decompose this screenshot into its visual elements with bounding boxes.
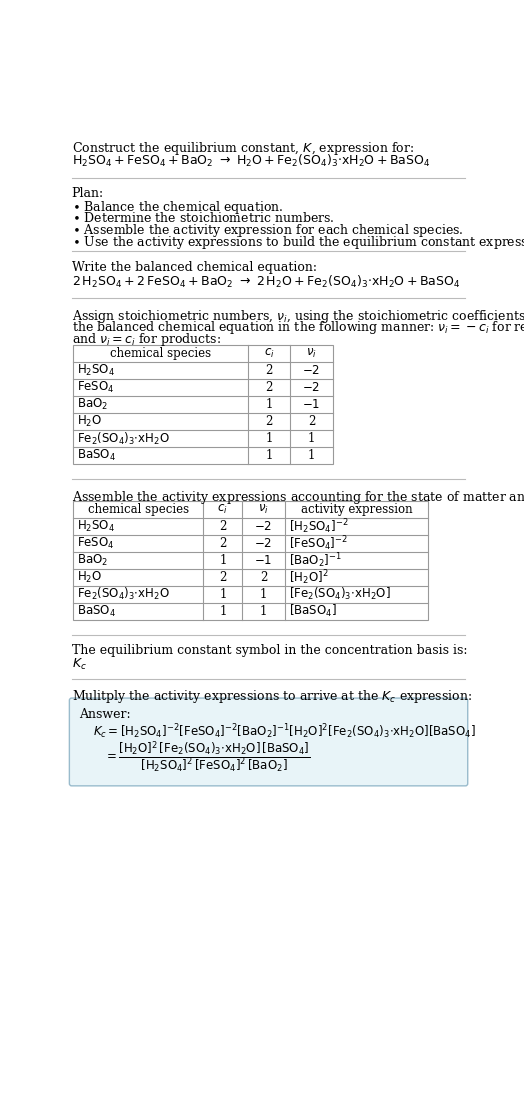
Text: Assemble the activity expressions accounting for the state of matter and $\nu_i$: Assemble the activity expressions accoun…: [72, 489, 524, 505]
Text: Mulitply the activity expressions to arrive at the $K_c$ expression:: Mulitply the activity expressions to arr…: [72, 688, 472, 705]
Text: 1: 1: [219, 554, 226, 567]
Text: $-2$: $-2$: [302, 364, 321, 378]
Text: 1: 1: [308, 449, 315, 462]
Text: $\mathrm{BaO_2}$: $\mathrm{BaO_2}$: [77, 397, 108, 412]
Text: $\mathrm{H_2SO_4 + FeSO_4 + BaO_2}$ $\rightarrow$ $\mathrm{H_2O + Fe_2(SO_4)_3{\: $\mathrm{H_2SO_4 + FeSO_4 + BaO_2}$ $\ri…: [72, 153, 430, 170]
Text: $\mathrm{H_2SO_4}$: $\mathrm{H_2SO_4}$: [77, 519, 115, 534]
Text: $-2$: $-2$: [255, 537, 272, 549]
Text: $[\mathrm{BaO_2}]^{-1}$: $[\mathrm{BaO_2}]^{-1}$: [289, 550, 342, 569]
Text: 2: 2: [265, 415, 272, 428]
Text: $[\mathrm{H_2O}]^{2}$: $[\mathrm{H_2O}]^{2}$: [289, 568, 328, 587]
Text: $\mathrm{Fe_2(SO_4)_3{\cdot}xH_2O}$: $\mathrm{Fe_2(SO_4)_3{\cdot}xH_2O}$: [77, 586, 170, 602]
Text: 2: 2: [265, 364, 272, 378]
Text: The equilibrium constant symbol in the concentration basis is:: The equilibrium constant symbol in the c…: [72, 644, 467, 657]
Text: $-2$: $-2$: [255, 520, 272, 533]
Text: Assign stoichiometric numbers, $\nu_i$, using the stoichiometric coefficients, $: Assign stoichiometric numbers, $\nu_i$, …: [72, 307, 524, 325]
Text: $[\mathrm{H_2SO_4}]^{-2}$: $[\mathrm{H_2SO_4}]^{-2}$: [289, 517, 348, 536]
Text: 1: 1: [260, 588, 267, 601]
Text: Plan:: Plan:: [72, 187, 104, 199]
Text: 1: 1: [219, 588, 226, 601]
Text: chemical species: chemical species: [88, 503, 189, 516]
Text: $[\mathrm{FeSO_4}]^{-2}$: $[\mathrm{FeSO_4}]^{-2}$: [289, 534, 348, 553]
Text: $\mathrm{H_2O}$: $\mathrm{H_2O}$: [77, 414, 102, 429]
Text: $\mathrm{FeSO_4}$: $\mathrm{FeSO_4}$: [77, 536, 115, 550]
Text: $\nu_i$: $\nu_i$: [258, 503, 269, 516]
Text: Construct the equilibrium constant, $K$, expression for:: Construct the equilibrium constant, $K$,…: [72, 140, 414, 156]
FancyBboxPatch shape: [69, 698, 468, 786]
Text: $\mathrm{BaO_2}$: $\mathrm{BaO_2}$: [77, 553, 108, 568]
Text: $\bullet$ Determine the stoichiometric numbers.: $\bullet$ Determine the stoichiometric n…: [72, 210, 334, 225]
Text: activity expression: activity expression: [301, 503, 412, 516]
Text: 2: 2: [260, 570, 267, 584]
Text: $\mathrm{BaSO_4}$: $\mathrm{BaSO_4}$: [77, 603, 116, 619]
Text: 1: 1: [308, 432, 315, 445]
Text: 2: 2: [219, 570, 226, 584]
Text: $\bullet$ Use the activity expressions to build the equilibrium constant express: $\bullet$ Use the activity expressions t…: [72, 233, 524, 251]
Text: $c_i$: $c_i$: [217, 503, 228, 516]
Text: $\bullet$ Balance the chemical equation.: $\bullet$ Balance the chemical equation.: [72, 199, 283, 216]
Text: $K_c = [\mathrm{H_2SO_4}]^{-2}[\mathrm{FeSO_4}]^{-2}[\mathrm{BaO_2}]^{-1}[\mathr: $K_c = [\mathrm{H_2SO_4}]^{-2}[\mathrm{F…: [93, 722, 476, 741]
Text: chemical species: chemical species: [110, 348, 211, 360]
Text: $-1$: $-1$: [302, 399, 321, 411]
Text: $= \dfrac{[\mathrm{H_2O}]^{2}\,[\mathrm{Fe_2(SO_4)_3{\cdot}xH_2O}]\,[\mathrm{BaS: $= \dfrac{[\mathrm{H_2O}]^{2}\,[\mathrm{…: [104, 739, 311, 775]
Text: 1: 1: [265, 399, 272, 411]
Text: $\mathrm{Fe_2(SO_4)_3{\cdot}xH_2O}$: $\mathrm{Fe_2(SO_4)_3{\cdot}xH_2O}$: [77, 430, 170, 447]
Text: $-1$: $-1$: [255, 554, 272, 567]
Text: Write the balanced chemical equation:: Write the balanced chemical equation:: [72, 261, 316, 274]
Text: $\mathrm{H_2SO_4}$: $\mathrm{H_2SO_4}$: [77, 363, 115, 379]
Text: the balanced chemical equation in the following manner: $\nu_i = -c_i$ for react: the balanced chemical equation in the fo…: [72, 319, 524, 336]
Text: $\mathrm{BaSO_4}$: $\mathrm{BaSO_4}$: [77, 448, 116, 464]
Text: and $\nu_i = c_i$ for products:: and $\nu_i = c_i$ for products:: [72, 330, 221, 348]
Text: $[\mathrm{Fe_2(SO_4)_3{\cdot}xH_2O}]$: $[\mathrm{Fe_2(SO_4)_3{\cdot}xH_2O}]$: [289, 586, 390, 602]
Text: $\mathrm{2\,H_2SO_4 + 2\,FeSO_4 + BaO_2}$ $\rightarrow$ $\mathrm{2\,H_2O + Fe_2(: $\mathrm{2\,H_2SO_4 + 2\,FeSO_4 + BaO_2}…: [72, 274, 460, 290]
Text: 2: 2: [219, 537, 226, 549]
Text: $\mathrm{FeSO_4}$: $\mathrm{FeSO_4}$: [77, 380, 115, 395]
Text: $\nu_i$: $\nu_i$: [306, 347, 317, 360]
Text: 1: 1: [219, 604, 226, 618]
Text: $[\mathrm{BaSO_4}]$: $[\mathrm{BaSO_4}]$: [289, 603, 336, 619]
Text: $\bullet$ Assemble the activity expression for each chemical species.: $\bullet$ Assemble the activity expressi…: [72, 222, 463, 239]
Text: 2: 2: [308, 415, 315, 428]
Text: $-2$: $-2$: [302, 381, 321, 394]
Text: 1: 1: [265, 449, 272, 462]
Text: 1: 1: [260, 604, 267, 618]
Bar: [73, 501, 428, 620]
Bar: [73, 346, 333, 464]
Text: 2: 2: [219, 520, 226, 533]
Text: 2: 2: [265, 381, 272, 394]
Text: $c_i$: $c_i$: [264, 347, 274, 360]
Text: Answer:: Answer:: [80, 708, 131, 721]
Text: $K_c$: $K_c$: [72, 657, 86, 673]
Text: $\mathrm{H_2O}$: $\mathrm{H_2O}$: [77, 569, 102, 585]
Text: 1: 1: [265, 432, 272, 445]
